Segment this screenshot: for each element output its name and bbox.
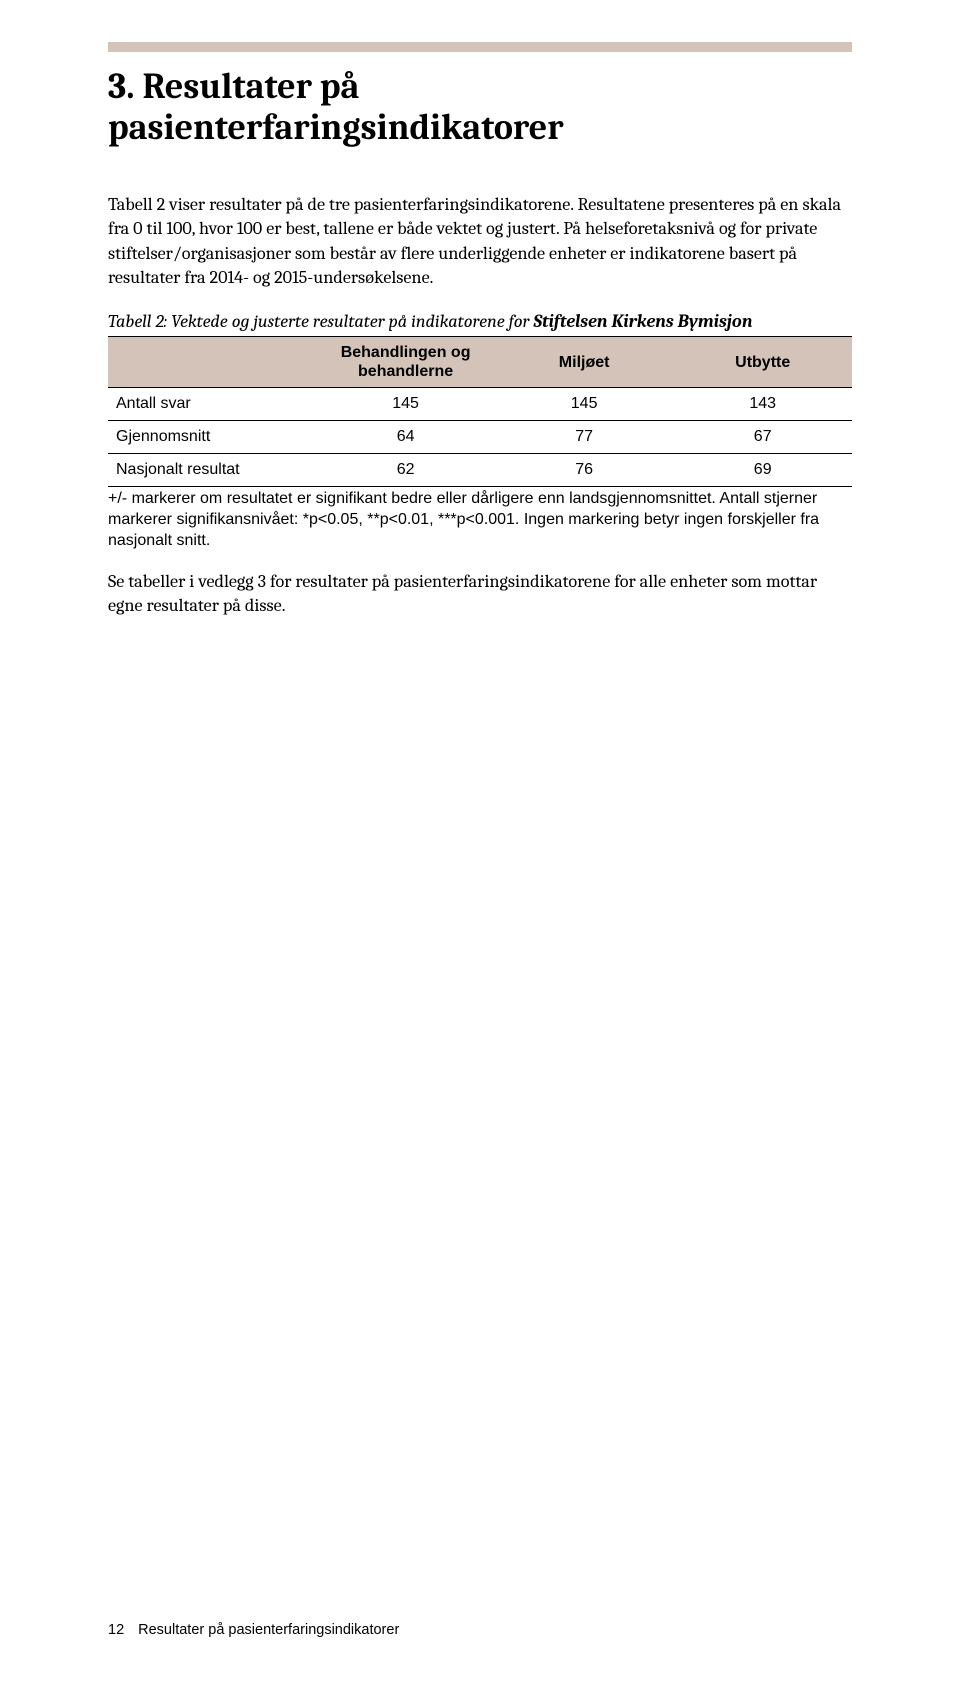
row-label: Gjennomsnitt (108, 421, 316, 454)
table-footnote: +/- markerer om resultatet er signifikan… (108, 489, 852, 551)
cell: 143 (673, 388, 852, 421)
col-header-utbytte: Utbytte (673, 337, 852, 388)
col-header-blank (108, 337, 316, 388)
caption-subject: Stiftelsen Kirkens Bymisjon (533, 311, 752, 332)
cell: 64 (316, 421, 495, 454)
cell: 145 (316, 388, 495, 421)
page-number: 12 (108, 1622, 124, 1638)
table-row: Antall svar 145 145 143 (108, 388, 852, 421)
caption-prefix: Tabell 2: Vektede og justerte resultater… (108, 311, 533, 332)
col-header-behandlingen: Behandlingen og behandlerne (316, 337, 495, 388)
page-footer: 12 Resultater på pasienterfaringsindikato… (108, 1622, 399, 1638)
cell: 76 (495, 454, 674, 487)
cell: 77 (495, 421, 674, 454)
table-row: Gjennomsnitt 64 77 67 (108, 421, 852, 454)
heading-line-1: 3. Resultater på (108, 66, 359, 107)
cell: 67 (673, 421, 852, 454)
results-table: Behandlingen og behandlerne Miljøet Utby… (108, 336, 852, 487)
page-title: 3. Resultater på pasienterfaringsindikat… (108, 66, 852, 149)
top-rule (108, 42, 852, 52)
table-caption: Tabell 2: Vektede og justerte resultater… (108, 311, 852, 332)
cell: 69 (673, 454, 852, 487)
row-label: Antall svar (108, 388, 316, 421)
footer-section: Resultater på pasienterfaringsindikatore… (138, 1622, 399, 1638)
cell: 62 (316, 454, 495, 487)
intro-paragraph: Tabell 2 viser resultater på de tre pasi… (108, 193, 852, 291)
table-header-row: Behandlingen og behandlerne Miljøet Utby… (108, 337, 852, 388)
heading-line-2: pasienterfaringsindikatorer (108, 107, 564, 148)
closing-paragraph: Se tabeller i vedlegg 3 for resultater p… (108, 570, 852, 619)
cell: 145 (495, 388, 674, 421)
row-label: Nasjonalt resultat (108, 454, 316, 487)
col-header-miljoet: Miljøet (495, 337, 674, 388)
table-row: Nasjonalt resultat 62 76 69 (108, 454, 852, 487)
